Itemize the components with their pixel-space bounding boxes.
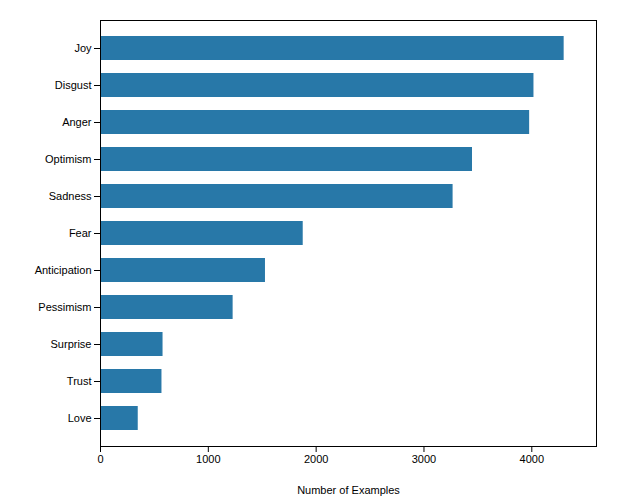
svg-text:Optimism: Optimism [45,153,91,165]
svg-text:Anticipation: Anticipation [35,264,92,276]
svg-text:Love: Love [68,412,92,424]
svg-text:Number of Examples: Number of Examples [297,484,400,496]
svg-text:Disgust: Disgust [55,79,92,91]
svg-text:2000: 2000 [304,453,328,465]
svg-text:Fear: Fear [69,227,92,239]
svg-text:Sadness: Sadness [49,190,92,202]
svg-text:Anger: Anger [62,116,92,128]
svg-text:3000: 3000 [412,453,436,465]
svg-text:Trust: Trust [67,375,92,387]
svg-text:0: 0 [97,453,103,465]
svg-text:Joy: Joy [74,42,92,54]
svg-text:Surprise: Surprise [51,338,92,350]
svg-text:Pessimism: Pessimism [38,301,91,313]
svg-text:1000: 1000 [196,453,220,465]
svg-text:4000: 4000 [520,453,544,465]
